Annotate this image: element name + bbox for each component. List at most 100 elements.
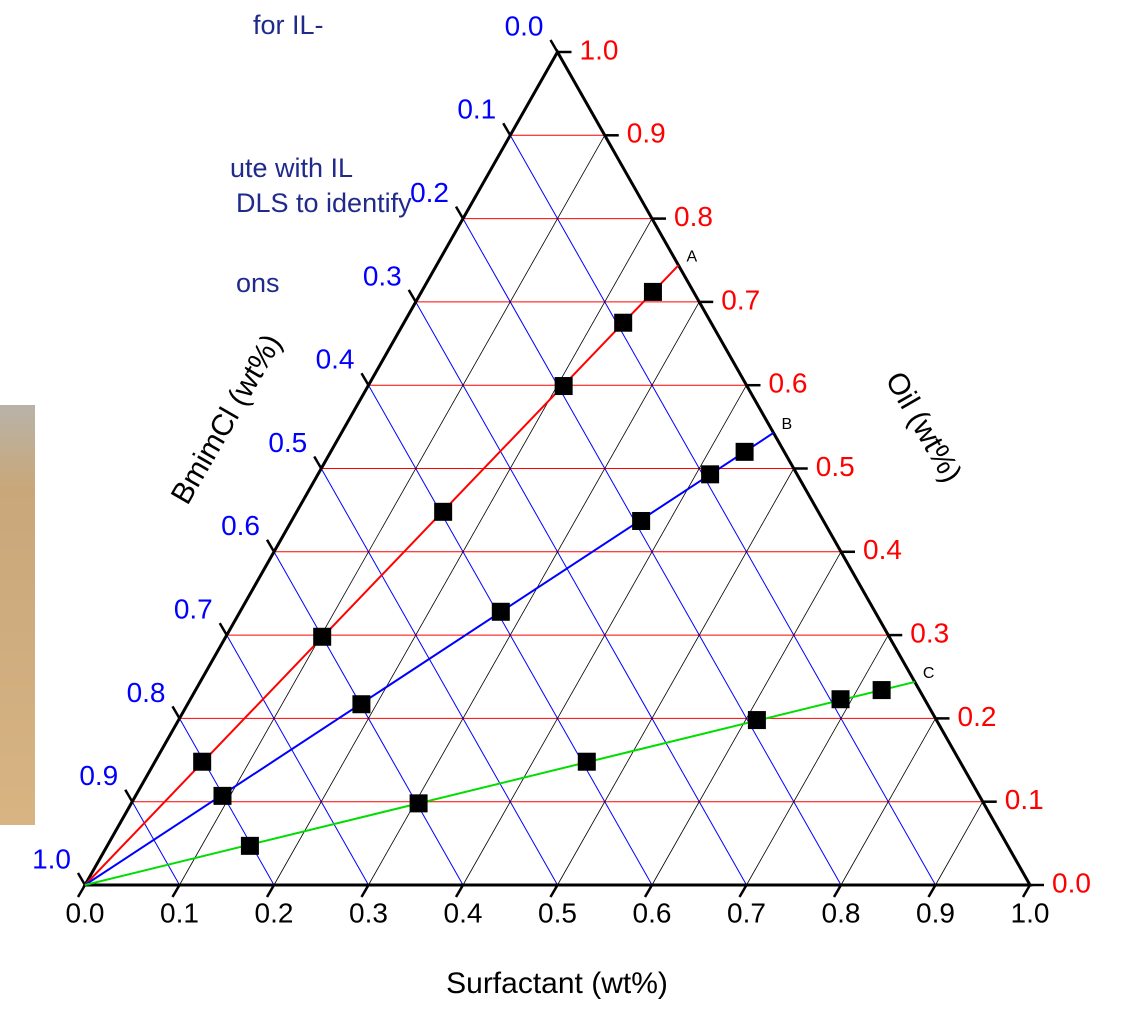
tick-mark (927, 884, 937, 898)
data-point (872, 681, 891, 700)
data-point (554, 377, 573, 396)
data-point (614, 313, 633, 332)
tick-mark (738, 884, 748, 898)
grid-line (746, 634, 889, 886)
slide-text: DLS to identify (236, 188, 412, 218)
data-point (632, 511, 651, 530)
x-tick-label: 0.4 (444, 897, 483, 928)
data-point (193, 752, 212, 771)
data-point (409, 794, 428, 813)
right-tick-label: 0.9 (627, 118, 666, 149)
grid-line (557, 468, 795, 886)
left-tick-label: 1.0 (32, 843, 71, 874)
left-tick-label: 0.0 (505, 10, 544, 41)
photo (0, 405, 35, 825)
data-point (735, 442, 754, 461)
left-tick-label: 0.9 (79, 760, 118, 791)
series-label: C (923, 665, 935, 682)
tick-mark (313, 455, 323, 470)
right-tick-label: 1.0 (580, 34, 619, 65)
tick-mark (124, 789, 134, 803)
tick-mark (265, 884, 276, 898)
right-tick-label: 0.0 (1052, 867, 1091, 898)
data-point (577, 752, 596, 771)
grid-line (179, 135, 606, 886)
right-tick-label: 0.2 (958, 701, 997, 732)
x-tick-label: 1.0 (1011, 897, 1050, 928)
tick-mark (171, 705, 181, 720)
x-tick-label: 0.6 (633, 897, 672, 928)
data-point (747, 711, 766, 730)
left-tick-label: 0.6 (221, 510, 260, 541)
x-tick-label: 0.8 (822, 897, 861, 928)
tick-mark (171, 884, 181, 898)
tick-mark (218, 622, 228, 636)
x-axis-title: Surfactant (wt%) (446, 967, 668, 1000)
left-tick-label: 0.5 (268, 427, 307, 458)
left-tick-label: 0.3 (363, 260, 402, 291)
x-tick-label: 0.7 (727, 897, 766, 928)
grid-line (651, 551, 842, 886)
right-tick-label: 0.6 (769, 368, 808, 399)
x-tick-label: 0.5 (538, 897, 577, 928)
right-tick-label: 0.4 (863, 534, 902, 565)
right-tick-label: 0.1 (1005, 784, 1044, 815)
x-tick-label: 0.3 (349, 897, 388, 928)
tick-mark (76, 872, 87, 886)
left-tick-label: 0.7 (174, 593, 213, 624)
data-point (313, 627, 332, 646)
data-point (491, 602, 510, 621)
left-tick-label: 0.1 (457, 94, 496, 125)
right-axis-title: Oil (wt%) (879, 366, 968, 488)
tick-mark (832, 884, 843, 898)
tick-mark (643, 884, 654, 898)
data-point (643, 282, 662, 301)
left-tick-label: 0.2 (410, 177, 449, 208)
grid-line (273, 218, 653, 886)
series-line (84, 264, 680, 886)
left-tick-label: 0.4 (316, 344, 355, 375)
grid-line (509, 135, 936, 886)
data-point (434, 502, 453, 521)
right-tick-label: 0.8 (674, 201, 713, 232)
data-point (831, 690, 850, 709)
slide-text: ute with IL (230, 153, 353, 183)
right-tick-label: 0.7 (721, 284, 760, 315)
left-tick-label: 0.8 (127, 677, 166, 708)
grid-line (320, 468, 558, 886)
left-axis-title: BmimCl (wt%) (165, 329, 289, 510)
tick-mark (1021, 884, 1032, 898)
tick-mark (360, 884, 370, 898)
x-tick-label: 0.2 (255, 897, 294, 928)
tick-mark (76, 884, 87, 898)
grid-line (462, 385, 747, 886)
x-tick-label: 0.1 (160, 897, 199, 928)
right-tick-label: 0.5 (816, 451, 855, 482)
tick-mark (265, 539, 276, 553)
tick-mark (454, 205, 465, 220)
tick-mark (454, 884, 465, 898)
series-line (84, 680, 916, 886)
grid-line (415, 301, 747, 886)
tick-mark (549, 39, 559, 53)
tick-mark (502, 122, 512, 136)
data-point (352, 695, 371, 714)
series-line (84, 432, 775, 886)
series-label: B (782, 416, 793, 433)
slide-text: for IL- (253, 10, 324, 40)
data-point (213, 786, 232, 805)
x-tick-label: 0.0 (66, 897, 105, 928)
right-tick-label: 0.3 (910, 617, 949, 648)
data-point (240, 836, 259, 855)
tick-mark (360, 372, 370, 386)
grid-line (368, 301, 700, 886)
grid-line (226, 634, 369, 886)
grid-line (935, 801, 984, 886)
tick-mark (407, 289, 417, 303)
data-point (701, 465, 720, 484)
tick-mark (549, 884, 559, 898)
grid-line (131, 801, 180, 886)
slide-text: ons (236, 268, 280, 298)
series-label: A (686, 248, 697, 265)
